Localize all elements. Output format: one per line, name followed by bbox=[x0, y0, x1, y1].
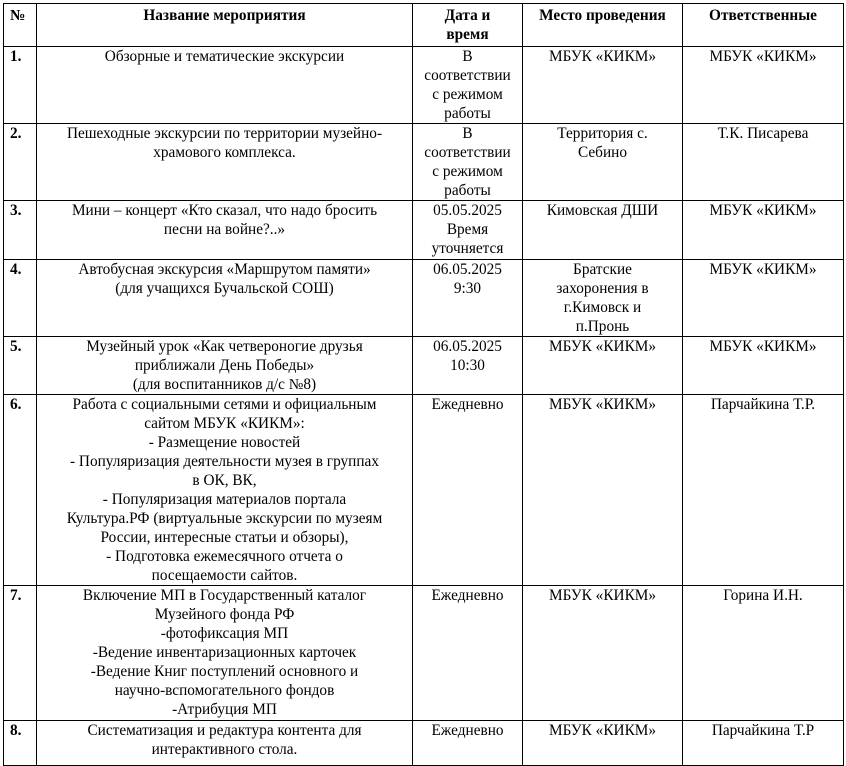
event-name: Автобусная экскурсия «Маршрутом памяти» … bbox=[36, 259, 413, 337]
events-table: № Название мероприятия Дата и время Мест… bbox=[3, 3, 844, 766]
row-number: 7. bbox=[3, 585, 37, 721]
table-row: 4. Автобусная экскурсия «Маршрутом памяти… bbox=[3, 259, 844, 337]
event-name: Включение МП в Государственный каталог М… bbox=[36, 585, 413, 721]
header-responsible: Ответственные bbox=[682, 3, 844, 47]
table-row: 7. Включение МП в Государственный каталог… bbox=[3, 585, 844, 721]
table-row: 5. Музейный урок «Как четвероногие друзья… bbox=[3, 336, 844, 395]
event-responsible: МБУК «КИКМ» bbox=[682, 336, 844, 395]
row-number: 1. bbox=[3, 46, 37, 124]
event-venue: МБУК «КИКМ» bbox=[522, 720, 683, 766]
event-responsible: Парчайкина Т.Р bbox=[682, 720, 844, 766]
event-venue: МБУК «КИКМ» bbox=[522, 394, 683, 586]
event-date: Ежедневно bbox=[412, 585, 523, 721]
row-number: 8. bbox=[3, 720, 37, 766]
event-venue: Кимовская ДШИ bbox=[522, 200, 683, 260]
table-row: 1. Обзорные и тематические экскурсии В соо… bbox=[3, 46, 844, 124]
event-date: В соответствии с режимом работы bbox=[412, 46, 523, 124]
header-event-name: Название мероприятия bbox=[36, 3, 413, 47]
event-responsible: МБУК «КИКМ» bbox=[682, 200, 844, 260]
event-responsible: МБУК «КИКМ» bbox=[682, 259, 844, 337]
event-date: В соответствии с режимом работы bbox=[412, 123, 523, 201]
event-name: Музейный урок «Как четвероногие друзья п… bbox=[36, 336, 413, 395]
table-header-row: № Название мероприятия Дата и время Мест… bbox=[3, 3, 844, 47]
table-row: 8. Систематизация и редактура контента дл… bbox=[3, 720, 844, 766]
event-name: Мини – концерт «Кто сказал, что надо бро… bbox=[36, 200, 413, 260]
event-responsible: Парчайкина Т.Р. bbox=[682, 394, 844, 586]
event-responsible: Т.К. Писарева bbox=[682, 123, 844, 201]
event-date: Ежедневно bbox=[412, 394, 523, 586]
event-date: Ежедневно bbox=[412, 720, 523, 766]
row-number: 2. bbox=[3, 123, 37, 201]
event-date: 06.05.2025 10:30 bbox=[412, 336, 523, 395]
event-date: 05.05.2025 Время уточняется bbox=[412, 200, 523, 260]
row-number: 5. bbox=[3, 336, 37, 395]
header-venue: Место проведения bbox=[522, 3, 683, 47]
row-number: 4. bbox=[3, 259, 37, 337]
event-responsible: МБУК «КИКМ» bbox=[682, 46, 844, 124]
table-row: 3. Мини – концерт «Кто сказал, что надо б… bbox=[3, 200, 844, 260]
table-row: 2. Пешеходные экскурсии по территории муз… bbox=[3, 123, 844, 201]
event-venue: МБУК «КИКМ» bbox=[522, 336, 683, 395]
event-name: Обзорные и тематические экскурсии bbox=[36, 46, 413, 124]
event-venue: Территория с. Себино bbox=[522, 123, 683, 201]
event-name: Работа с социальными сетями и официальны… bbox=[36, 394, 413, 586]
event-name: Пешеходные экскурсии по территории музей… bbox=[36, 123, 413, 201]
event-venue: МБУК «КИКМ» bbox=[522, 46, 683, 124]
event-responsible: Горина И.Н. bbox=[682, 585, 844, 721]
header-date-time: Дата и время bbox=[412, 3, 523, 47]
header-number: № bbox=[3, 3, 37, 47]
event-venue: Братские захоронения в г.Кимовск и п.Про… bbox=[522, 259, 683, 337]
event-venue: МБУК «КИКМ» bbox=[522, 585, 683, 721]
row-number: 3. bbox=[3, 200, 37, 260]
event-date: 06.05.2025 9:30 bbox=[412, 259, 523, 337]
table-row: 6. Работа с социальными сетями и официаль… bbox=[3, 394, 844, 586]
row-number: 6. bbox=[3, 394, 37, 586]
event-name: Систематизация и редактура контента для … bbox=[36, 720, 413, 766]
